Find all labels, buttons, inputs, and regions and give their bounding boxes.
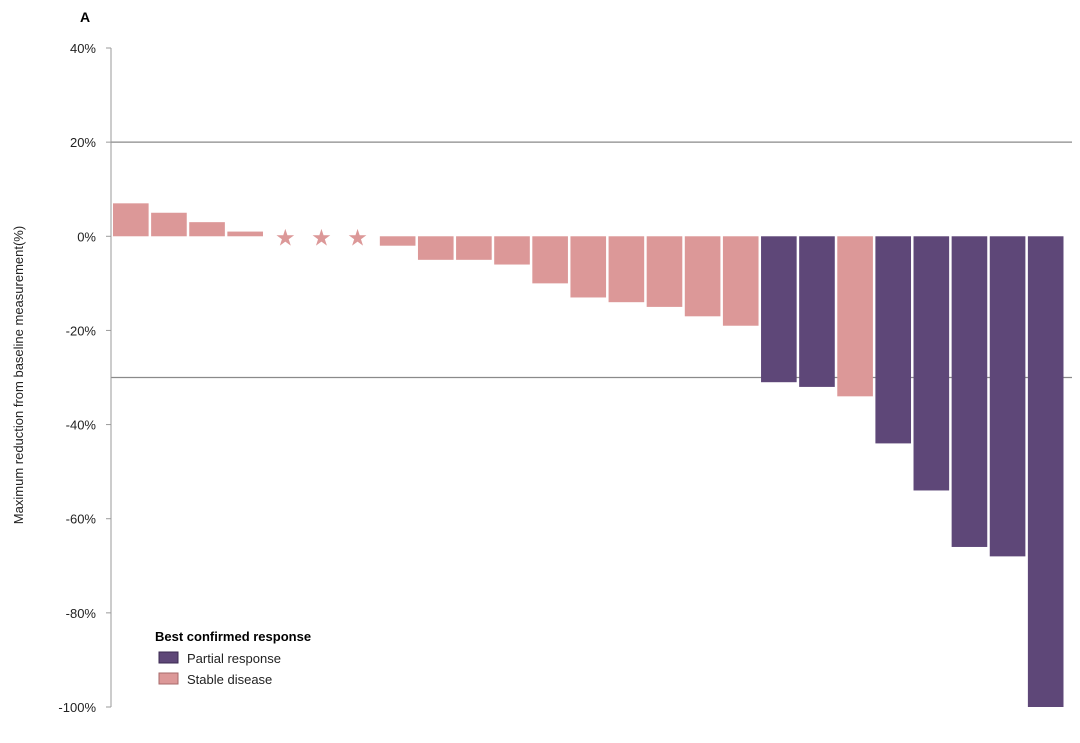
bar-stable-disease: [189, 222, 225, 237]
bar-stable-disease: [570, 236, 607, 298]
bar-stable-disease: [837, 236, 873, 397]
bar-stable-disease: [646, 236, 683, 307]
bar-partial-response: [761, 236, 797, 383]
legend-title: Best confirmed response: [155, 629, 311, 644]
bar-partial-response: [989, 236, 1026, 557]
bar-stable-disease: [151, 212, 187, 237]
y-tick-label: -80%: [66, 606, 97, 621]
star-marker: ★: [311, 224, 332, 250]
bar-stable-disease: [494, 236, 530, 265]
legend-label-partial-response: Partial response: [187, 651, 281, 666]
star-marker: ★: [347, 224, 368, 250]
bar-partial-response: [913, 236, 950, 491]
bar-stable-disease: [532, 236, 568, 284]
star-marker: ★: [275, 224, 296, 250]
legend-swatch-stable-disease: [158, 672, 179, 685]
bar-stable-disease: [379, 236, 416, 246]
legend-label-stable-disease: Stable disease: [187, 672, 272, 687]
bar-stable-disease: [456, 236, 492, 260]
y-tick-label: -100%: [58, 700, 96, 715]
y-tick-label: 20%: [70, 135, 96, 150]
panel-label: A: [80, 9, 90, 25]
y-tick-label: -20%: [66, 323, 97, 338]
bar-stable-disease: [684, 236, 721, 317]
bar-stable-disease: [608, 236, 645, 303]
legend-swatch-partial-response: [158, 651, 179, 664]
bar-stable-disease: [227, 231, 263, 237]
bar-partial-response: [951, 236, 988, 547]
y-tick-label: 0%: [77, 229, 96, 244]
reference-lines: [111, 141, 1072, 379]
legend: Best confirmed response Partial response…: [155, 629, 311, 687]
bar-partial-response: [1027, 236, 1064, 708]
bar-stable-disease: [722, 236, 759, 326]
y-tick-label: -40%: [66, 418, 97, 433]
bar-stable-disease: [417, 236, 454, 260]
bars: ★ ★ ★: [113, 203, 1064, 708]
bar-stable-disease: [113, 203, 149, 237]
y-axis: 40% 20% 0% -20% -40% -60% -80% -100%: [58, 41, 112, 715]
bar-partial-response: [799, 236, 835, 387]
bar-partial-response: [875, 236, 912, 444]
y-axis-title: Maximum reduction from baseline measurem…: [11, 226, 26, 524]
y-tick-label: 40%: [70, 41, 96, 56]
y-tick-label: -60%: [66, 512, 97, 527]
